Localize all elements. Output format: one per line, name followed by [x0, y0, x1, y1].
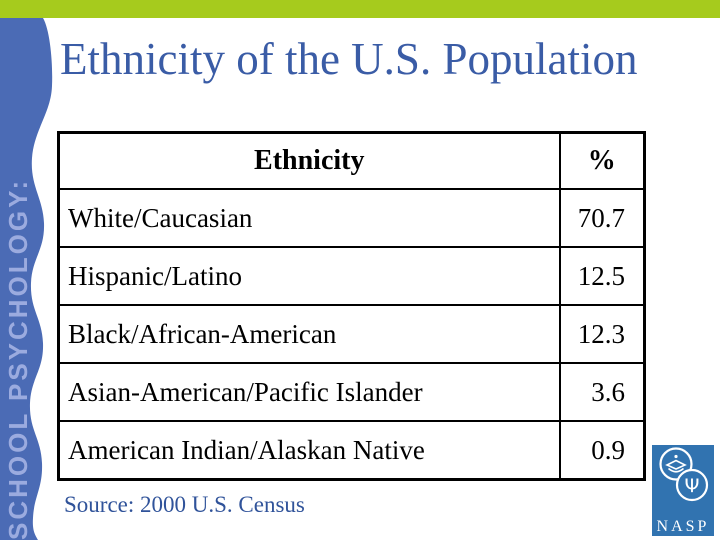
svg-text:Ψ: Ψ — [685, 475, 700, 497]
percent-cell: 70.7 — [558, 188, 646, 248]
table-row: White/Caucasian 70.7 — [57, 188, 646, 248]
percent-cell: 0.9 — [558, 420, 646, 481]
nasp-logo-text: NASP — [657, 518, 710, 535]
ethnicity-cell: Black/African-American — [57, 304, 561, 364]
top-accent-bar — [0, 0, 720, 18]
psi-icon: Ψ — [675, 468, 709, 502]
table-row: American Indian/Alaskan Native 0.9 — [57, 420, 646, 481]
table-header-row: Ethnicity % — [57, 131, 646, 190]
table-row: Black/African-American 12.3 — [57, 304, 646, 364]
sidebar-vertical-text: SCHOOL PSYCHOLOGY: — [3, 177, 33, 540]
percent-cell: 3.6 — [558, 362, 646, 422]
ethnicity-table: Ethnicity % White/Caucasian 70.7 Hispani… — [57, 131, 646, 481]
table-row: Asian-American/Pacific Islander 3.6 — [57, 362, 646, 422]
percent-cell: 12.5 — [558, 246, 646, 306]
percent-cell: 12.3 — [558, 304, 646, 364]
ethnicity-cell: American Indian/Alaskan Native — [57, 420, 561, 481]
column-header-percent: % — [558, 131, 646, 190]
nasp-logo: Ψ NASP — [652, 445, 714, 536]
ethnicity-cell: Hispanic/Latino — [57, 246, 561, 306]
sidebar-wave-shape — [0, 18, 53, 540]
column-header-ethnicity: Ethnicity — [57, 131, 561, 190]
source-citation: Source: 2000 U.S. Census — [64, 492, 305, 517]
table-row: Hispanic/Latino 12.5 — [57, 246, 646, 306]
ethnicity-cell: Asian-American/Pacific Islander — [57, 362, 561, 422]
ethnicity-cell: White/Caucasian — [57, 188, 561, 248]
slide-title: Ethnicity of the U.S. Population — [60, 34, 638, 84]
